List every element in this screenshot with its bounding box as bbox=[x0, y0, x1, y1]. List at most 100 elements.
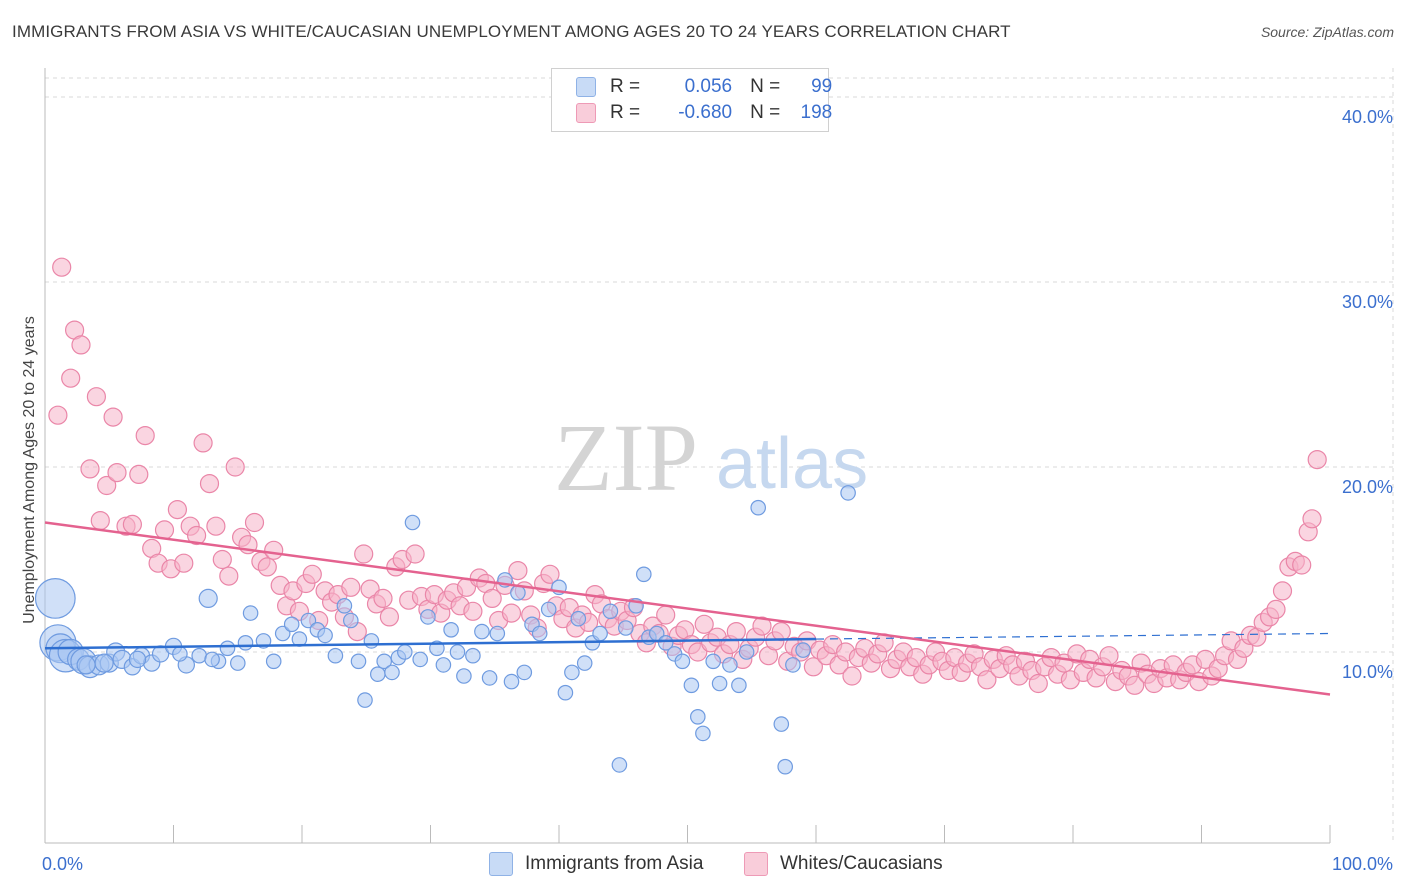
data-point bbox=[357, 692, 373, 708]
legend-item-asia[interactable]: Immigrants from Asia bbox=[489, 852, 703, 876]
y-tick-label: 40.0% bbox=[1342, 107, 1393, 127]
data-point bbox=[420, 609, 436, 625]
data-point bbox=[204, 651, 220, 668]
tick-labels: 10.0% 20.0% 30.0% 40.0% 0.0% 100.0% bbox=[42, 107, 1393, 874]
data-point bbox=[540, 601, 557, 618]
data-point bbox=[244, 512, 265, 533]
data-point bbox=[564, 664, 580, 681]
data-point bbox=[570, 610, 587, 627]
series-asia-points bbox=[34, 485, 856, 775]
data-point bbox=[771, 621, 791, 642]
legend-r-value: -0.680 bbox=[678, 102, 733, 123]
data-point bbox=[1266, 599, 1286, 620]
data-point bbox=[1272, 581, 1293, 601]
data-point bbox=[840, 485, 856, 501]
data-point bbox=[474, 623, 490, 640]
data-point bbox=[97, 475, 117, 496]
data-point bbox=[242, 605, 259, 621]
legend-label-asia: Immigrants from Asia bbox=[525, 853, 704, 874]
data-point bbox=[635, 566, 652, 583]
data-point bbox=[977, 670, 997, 690]
data-point bbox=[752, 616, 772, 636]
legend-swatch-asia bbox=[489, 852, 513, 876]
legend-row-asia: R = 0.056 N = 99 bbox=[576, 74, 832, 100]
data-point bbox=[154, 520, 175, 540]
data-point bbox=[342, 612, 359, 629]
data-point bbox=[1302, 509, 1322, 529]
series-legend: Immigrants from Asia Whites/Caucasians bbox=[0, 852, 1406, 878]
y-tick-label: 20.0% bbox=[1342, 477, 1393, 497]
data-point bbox=[531, 625, 548, 642]
data-point bbox=[384, 664, 400, 681]
data-point bbox=[785, 657, 801, 673]
data-point bbox=[405, 544, 425, 564]
data-point bbox=[219, 640, 236, 657]
data-point bbox=[206, 516, 226, 536]
data-point bbox=[369, 666, 386, 682]
data-point bbox=[803, 657, 824, 677]
trend-line-whites bbox=[44, 521, 1331, 696]
data-point bbox=[52, 257, 72, 277]
legend-r-label: R = bbox=[610, 102, 641, 123]
legend-swatch-asia bbox=[576, 77, 596, 97]
watermark-zip: ZIP bbox=[554, 404, 698, 511]
data-point bbox=[363, 633, 380, 649]
data-point bbox=[300, 612, 317, 629]
data-point bbox=[1307, 450, 1327, 470]
data-point bbox=[350, 653, 367, 670]
data-point bbox=[167, 500, 187, 520]
data-point bbox=[508, 560, 528, 581]
data-point bbox=[510, 584, 526, 601]
legend-row-white: R = -0.680 N = 198 bbox=[576, 100, 832, 126]
data-point bbox=[489, 625, 506, 642]
data-point bbox=[773, 716, 790, 732]
data-point bbox=[722, 657, 738, 673]
data-point bbox=[212, 549, 232, 570]
data-point bbox=[129, 464, 149, 484]
data-point bbox=[80, 459, 100, 479]
data-point bbox=[336, 597, 353, 614]
data-point bbox=[219, 566, 239, 586]
data-point bbox=[694, 614, 714, 634]
data-point bbox=[404, 514, 421, 531]
data-point bbox=[726, 621, 746, 642]
watermark: ZIP atlas bbox=[554, 404, 868, 511]
data-point bbox=[463, 601, 483, 621]
data-point bbox=[443, 621, 459, 638]
data-point bbox=[48, 405, 68, 425]
legend-r-label: R = bbox=[610, 76, 641, 97]
data-point bbox=[617, 620, 634, 636]
legend-item-white[interactable]: Whites/Caucasians bbox=[744, 852, 943, 876]
data-point bbox=[283, 616, 300, 633]
data-point bbox=[435, 657, 452, 673]
data-point bbox=[379, 607, 399, 627]
data-point bbox=[611, 757, 628, 773]
data-point bbox=[373, 588, 393, 609]
data-point bbox=[540, 564, 560, 584]
data-point bbox=[683, 677, 700, 694]
data-point bbox=[122, 514, 142, 535]
data-point bbox=[257, 557, 277, 577]
data-point bbox=[576, 655, 593, 671]
data-point bbox=[187, 525, 207, 546]
data-point bbox=[94, 653, 114, 673]
data-point bbox=[750, 499, 766, 516]
chart-title: IMMIGRANTS FROM ASIA VS WHITE/CAUCASIAN … bbox=[12, 22, 1011, 41]
legend-n-value: 99 bbox=[811, 76, 833, 97]
legend-swatch-white bbox=[576, 103, 596, 123]
data-point bbox=[738, 644, 755, 660]
legend-label-white: Whites/Caucasians bbox=[780, 853, 943, 874]
legend-n-label: N = bbox=[750, 102, 781, 123]
data-point bbox=[705, 653, 721, 670]
data-point bbox=[412, 651, 428, 668]
legend-n-label: N = bbox=[750, 76, 781, 97]
data-point bbox=[1125, 675, 1145, 695]
data-point bbox=[842, 666, 862, 686]
data-point bbox=[689, 708, 706, 725]
data-point bbox=[481, 670, 498, 686]
data-point bbox=[354, 544, 374, 564]
data-point bbox=[341, 577, 361, 597]
data-point bbox=[1292, 555, 1312, 575]
data-point bbox=[327, 647, 344, 664]
data-point bbox=[107, 463, 127, 483]
